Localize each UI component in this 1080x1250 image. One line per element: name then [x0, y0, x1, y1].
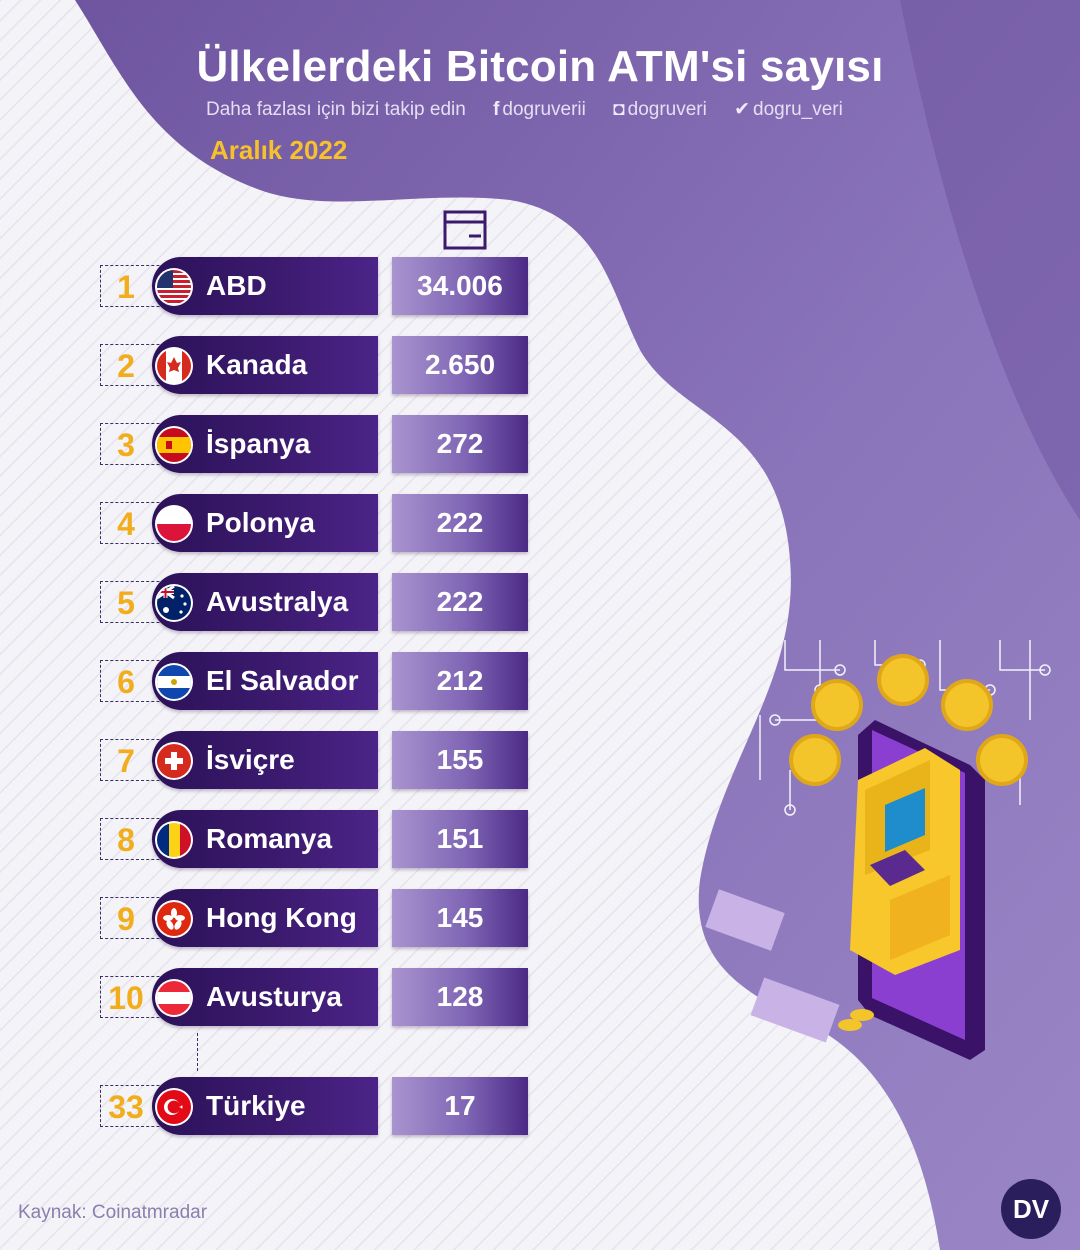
instagram-handle[interactable]: ◘ dogruveri	[613, 99, 707, 120]
atm-count: 212	[436, 665, 484, 696]
table-row: 33 Türkiye 17	[0, 1077, 540, 1137]
country-name: İsviçre	[206, 744, 295, 775]
country-name: Kanada	[206, 349, 308, 380]
bitcoin-atm-illustration	[705, 640, 1051, 1060]
rank-number: 9	[117, 901, 135, 937]
facebook-icon: f	[493, 99, 500, 120]
value-box	[392, 1077, 528, 1135]
atm-count: 17	[444, 1090, 476, 1121]
table-row: 5 Avustralya 222	[0, 573, 540, 633]
table-row: 1 ABD 34.006	[0, 257, 540, 317]
twitter-text: dogru_veri	[753, 99, 843, 120]
rank-number: 4	[117, 506, 135, 542]
value-box	[392, 573, 528, 631]
table-row: 6 El Salvador 212	[0, 652, 540, 712]
table-row: 7 İsviçre 155	[0, 731, 540, 791]
flag-icon-us	[157, 270, 191, 304]
country-name: ABD	[206, 270, 267, 301]
rank-number: 10	[108, 980, 144, 1016]
gap-divider	[197, 1033, 198, 1071]
twitter-icon: ✔	[734, 99, 751, 120]
atm-count: 155	[436, 744, 484, 775]
value-box	[392, 415, 528, 473]
atm-icon	[443, 210, 487, 250]
country-name: El Salvador	[206, 665, 359, 696]
flag-icon-at	[157, 981, 191, 1015]
table-row: 4 Polonya 222	[0, 494, 540, 554]
table-row: 8 Romanya 151	[0, 810, 540, 870]
country-name: Hong Kong	[206, 902, 357, 933]
twitter-handle[interactable]: ✔ dogru_veri	[734, 99, 843, 120]
rank-number: 7	[117, 743, 135, 779]
country-name: Avustralya	[206, 586, 349, 617]
logo-text: DV	[1013, 1194, 1050, 1224]
country-name: Romanya	[206, 823, 333, 854]
rank-number: 8	[117, 822, 135, 858]
atm-count: 145	[436, 902, 484, 933]
flag-icon-hk	[157, 902, 191, 936]
flag-icon-sv	[157, 665, 191, 699]
rank-number: 5	[117, 585, 135, 621]
instagram-text: dogruveri	[627, 99, 707, 120]
atm-count: 2.650	[424, 349, 496, 380]
facebook-text: dogruverii	[502, 99, 586, 120]
bitcoin-coins	[789, 654, 1028, 786]
rank-number: 2	[117, 348, 135, 384]
value-box	[392, 494, 528, 552]
rank-number: 6	[117, 664, 135, 700]
value-box	[392, 257, 528, 315]
atm-count: 222	[436, 507, 484, 538]
chart-date: Aralık 2022	[210, 135, 348, 165]
value-box	[392, 889, 528, 947]
instagram-icon: ◘	[613, 99, 625, 120]
rank-number: 1	[117, 269, 135, 305]
rank-number: 33	[108, 1089, 144, 1125]
flag-icon-au	[157, 586, 191, 620]
rank-number: 3	[117, 427, 135, 463]
flag-icon-pl	[157, 507, 191, 541]
country-name: Avusturya	[206, 981, 342, 1012]
table-row: 10 Avusturya 128	[0, 968, 540, 1028]
atm-count: 222	[436, 586, 484, 617]
dv-logo: DV	[1001, 1179, 1061, 1239]
atm-count: 272	[436, 428, 484, 459]
value-box	[392, 731, 528, 789]
chart-title: Ülkelerdeki Bitcoin ATM'si sayısı	[196, 42, 884, 91]
atm-count: 151	[436, 823, 484, 854]
atm-count: 34.006	[417, 270, 503, 301]
country-name: Polonya	[206, 507, 315, 538]
flag-icon-ca	[157, 349, 191, 383]
flag-icon-ro	[157, 823, 191, 857]
source-note: Kaynak: Coinatmradar	[18, 1202, 208, 1223]
table-row: 3 İspanya 272	[0, 415, 540, 475]
value-box	[392, 968, 528, 1026]
follow-text: Daha fazlası için bizi takip edin	[206, 99, 466, 120]
atm-count: 128	[436, 981, 484, 1012]
flag-icon-es	[157, 428, 191, 462]
value-box	[392, 336, 528, 394]
social-line: Daha fazlası için bizi takip edin f dogru…	[206, 98, 906, 121]
facebook-handle[interactable]: f dogruverii	[493, 99, 586, 120]
country-name: Türkiye	[206, 1090, 306, 1121]
table-row: 2 Kanada 2.650	[0, 336, 540, 396]
value-box	[392, 652, 528, 710]
value-box	[392, 810, 528, 868]
country-name: İspanya	[206, 428, 311, 459]
table-row: 9 Hong Kong 145	[0, 889, 540, 949]
flag-icon-ch	[157, 744, 191, 778]
flag-icon-tr	[157, 1090, 191, 1124]
